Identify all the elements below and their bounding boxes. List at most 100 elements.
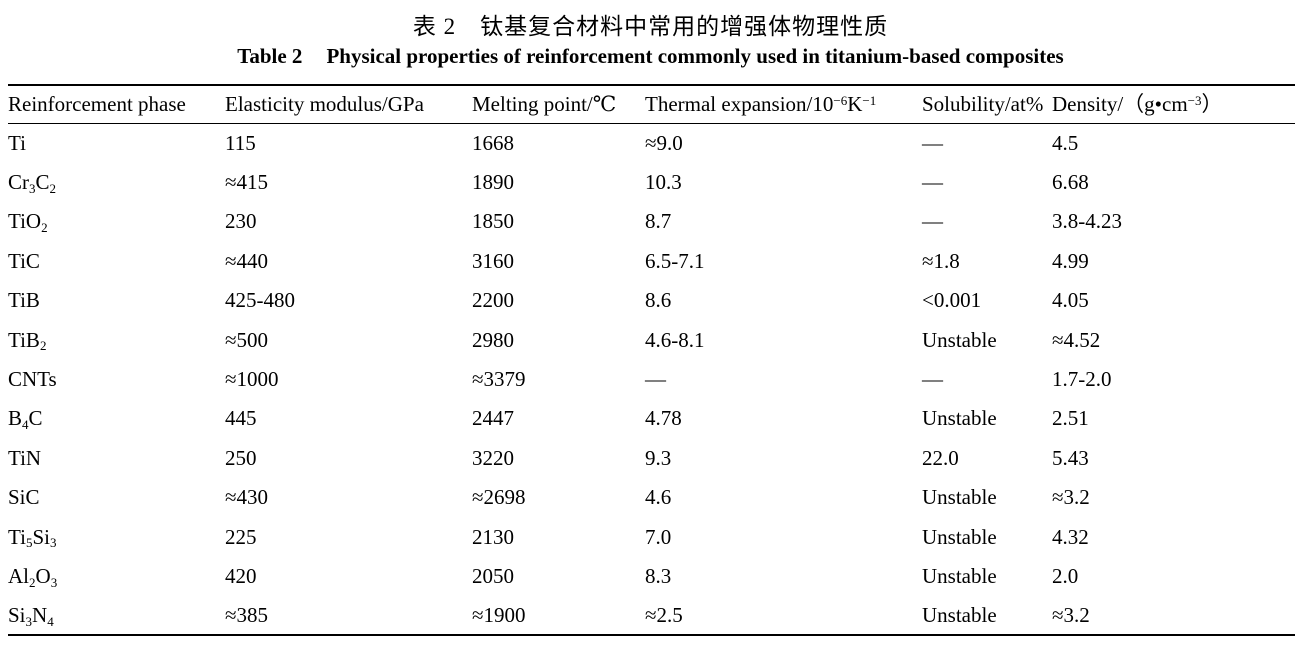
cell-elasticity: ≈415 <box>225 170 269 195</box>
cell-density: 2.0 <box>1052 563 1079 588</box>
cell-solubility: ≈1.8 <box>922 248 960 273</box>
cell-solubility: Unstable <box>922 524 997 549</box>
table-row: Al2O3 420 2050 8.3 Unstable 2.0 <box>8 556 1295 595</box>
cell-solubility: Unstable <box>922 406 997 431</box>
caption-english-text: Physical properties of reinforcement com… <box>326 44 1064 68</box>
cell-melting: ≈2698 <box>472 485 526 510</box>
table-row: Ti 115 1668 ≈9.0 — 4.5 <box>8 123 1295 162</box>
cell-elasticity: 230 <box>225 209 257 234</box>
header-cell-density: Density/（g•cm−3） <box>1052 92 1223 117</box>
caption-chinese-text: 钛基复合材料中常用的增强体物理性质 <box>480 14 889 39</box>
cell-phase: SiC <box>8 485 40 510</box>
cell-phase: TiC <box>8 248 40 273</box>
cell-elasticity: 425-480 <box>225 288 295 313</box>
table-header-row: Reinforcement phase Elasticity modulus/GP… <box>8 85 1295 123</box>
cell-elasticity: ≈1000 <box>225 367 279 392</box>
cell-solubility: — <box>922 170 943 195</box>
header-cell-elasticity: Elasticity modulus/GPa <box>225 92 424 117</box>
cell-phase: TiO2 <box>8 209 48 236</box>
cell-solubility: 22.0 <box>922 445 959 470</box>
cell-phase: B4C <box>8 406 43 433</box>
cell-thermal: 9.3 <box>645 445 672 470</box>
table-row: Si3N4 ≈385 ≈1900 ≈2.5 Unstable ≈3.2 <box>8 596 1295 635</box>
cell-melting: 2200 <box>472 288 514 313</box>
reinforcement-properties-table: Reinforcement phase Elasticity modulus/GP… <box>8 84 1295 637</box>
cell-thermal: 6.5-7.1 <box>645 248 705 273</box>
caption-english-number: Table 2 <box>237 44 303 68</box>
cell-solubility: <0.001 <box>922 288 982 313</box>
header-cell-thermal: Thermal expansion/10−6K−1 <box>645 92 877 117</box>
cell-melting: 3220 <box>472 445 514 470</box>
cell-density: ≈4.52 <box>1052 327 1101 352</box>
cell-elasticity: 225 <box>225 524 257 549</box>
cell-thermal: ≈2.5 <box>645 602 683 627</box>
table-caption-english: Table 2 Physical properties of reinforcem… <box>0 44 1301 69</box>
table-row: Cr3C2 ≈415 1890 10.3 — 6.68 <box>8 162 1295 201</box>
cell-elasticity: ≈430 <box>225 485 269 510</box>
cell-thermal: 4.6-8.1 <box>645 327 705 352</box>
cell-melting: 1668 <box>472 130 514 155</box>
header-cell-melting: Melting point/℃ <box>472 92 617 117</box>
cell-density: ≈3.2 <box>1052 602 1090 627</box>
cell-melting: ≈3379 <box>472 367 526 392</box>
cell-thermal: 8.7 <box>645 209 672 234</box>
cell-density: 4.05 <box>1052 288 1089 313</box>
cell-solubility: — <box>922 209 943 234</box>
cell-thermal: 8.6 <box>645 288 672 313</box>
cell-elasticity: 420 <box>225 563 257 588</box>
table-row: TiO2 230 1850 8.7 — 3.8-4.23 <box>8 202 1295 241</box>
cell-melting: 3160 <box>472 248 514 273</box>
table-row: TiN 250 3220 9.3 22.0 5.43 <box>8 438 1295 477</box>
cell-melting: 2050 <box>472 563 514 588</box>
table-row: TiB2 ≈500 2980 4.6-8.1 Unstable ≈4.52 <box>8 320 1295 359</box>
cell-solubility: Unstable <box>922 563 997 588</box>
cell-phase: TiB2 <box>8 327 47 354</box>
cell-phase: Si3N4 <box>8 602 54 629</box>
cell-density: 4.5 <box>1052 130 1079 155</box>
cell-density: 3.8-4.23 <box>1052 209 1122 234</box>
cell-phase: Cr3C2 <box>8 170 57 196</box>
table-row: TiC ≈440 3160 6.5-7.1 ≈1.8 4.99 <box>8 241 1295 280</box>
cell-density: 4.99 <box>1052 248 1089 273</box>
cell-density: 5.43 <box>1052 445 1089 470</box>
cell-elasticity: 115 <box>225 130 256 155</box>
cell-phase: CNTs <box>8 367 57 392</box>
caption-chinese-number: 表 2 <box>412 14 457 39</box>
cell-melting: 1890 <box>472 170 514 195</box>
table-row: B4C 445 2447 4.78 Unstable 2.51 <box>8 399 1295 438</box>
cell-elasticity: ≈500 <box>225 327 269 352</box>
cell-melting: 2447 <box>472 406 514 431</box>
cell-phase: TiN <box>8 445 42 470</box>
cell-solubility: — <box>922 367 943 392</box>
cell-thermal: 4.78 <box>645 406 682 431</box>
table-caption-chinese: 表 2 钛基复合材料中常用的增强体物理性质 <box>0 7 1301 41</box>
cell-thermal: 4.6 <box>645 485 672 510</box>
cell-density: 6.68 <box>1052 170 1089 195</box>
cell-melting: 2130 <box>472 524 514 549</box>
cell-elasticity: 445 <box>225 406 257 431</box>
cell-thermal: — <box>645 367 666 392</box>
header-cell-solubility: Solubility/at% <box>922 92 1044 117</box>
cell-density: ≈3.2 <box>1052 485 1090 510</box>
cell-density: 4.32 <box>1052 524 1089 549</box>
cell-phase: Ti <box>8 130 26 155</box>
cell-elasticity: ≈440 <box>225 248 269 273</box>
cell-phase: Ti5Si3 <box>8 524 57 551</box>
cell-phase: TiB <box>8 288 40 313</box>
cell-thermal: 8.3 <box>645 563 672 588</box>
cell-thermal: 10.3 <box>645 170 682 195</box>
cell-phase: Al2O3 <box>8 563 58 590</box>
cell-thermal: ≈9.0 <box>645 130 683 155</box>
header-cell-phase: Reinforcement phase <box>8 92 186 117</box>
cell-thermal: 7.0 <box>645 524 672 549</box>
cell-elasticity: ≈385 <box>225 602 269 627</box>
table-body: Ti 115 1668 ≈9.0 — 4.5 Cr3C2 ≈415 1890 10.3 — 6.68 T… <box>8 123 1295 635</box>
cell-elasticity: 250 <box>225 445 257 470</box>
cell-density: 2.51 <box>1052 406 1089 431</box>
table-row: SiC ≈430 ≈2698 4.6 Unstable ≈3.2 <box>8 478 1295 517</box>
cell-melting: 1850 <box>472 209 514 234</box>
cell-solubility: Unstable <box>922 327 997 352</box>
table-row: TiB 425-480 2200 8.6 <0.001 4.05 <box>8 281 1295 320</box>
cell-solubility: Unstable <box>922 602 997 627</box>
